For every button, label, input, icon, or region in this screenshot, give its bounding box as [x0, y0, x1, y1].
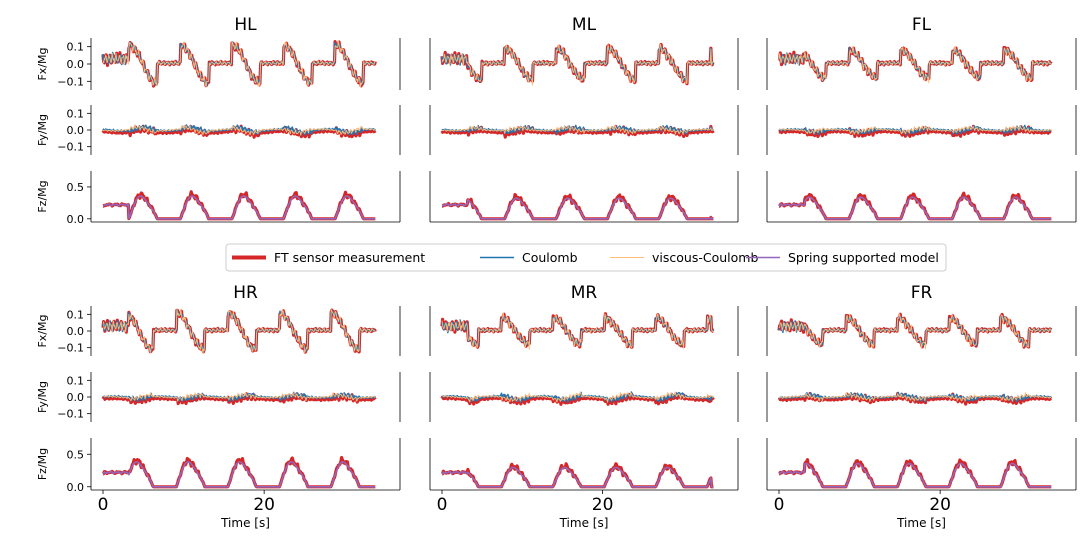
- panel-hl-fy-ytick-label: 0.1: [67, 107, 85, 120]
- panel-hr-fy-ytick-label: 0.1: [67, 374, 85, 387]
- panel-hr-fz-ytick-label: 0.0: [67, 481, 85, 494]
- panel-hl-fz-series-spring-supported-model: [102, 195, 376, 220]
- panel-hl-fx-ytick-label: −0.1: [57, 75, 84, 88]
- panel-mr-fz-series-spring-supported-model: [441, 466, 714, 488]
- panel-hr-fy-ytick-label: −0.1: [57, 408, 84, 421]
- panel-fr-fz-xlabel: Time [s]: [896, 516, 946, 530]
- panel-hl-fy-series-viscous-coulomb: [102, 124, 376, 136]
- panel-hr-fz-xtick-label: 20: [253, 495, 275, 515]
- panel-hl-fy-ytick-label: 0.0: [67, 124, 85, 137]
- legend-label-1: FT sensor measurement: [274, 250, 425, 265]
- legend-label-4: Spring supported model: [788, 250, 939, 265]
- panel-hr-fz-xtick-label: 0: [98, 495, 109, 515]
- panel-hl-fx-series-viscous-coulomb: [102, 40, 376, 88]
- panel-hl-fx-ytick-label: 0.0: [67, 58, 85, 71]
- panel-ml-fz-series-spring-supported-model: [441, 197, 714, 220]
- panel-mr-fz-series-ft-sensor-measurement: [441, 462, 715, 489]
- panel-mr-fz-xtick-label: 20: [592, 495, 614, 515]
- panel-hr-fx-ytick-label: 0.1: [67, 308, 85, 321]
- panel-hr-fx-series-viscous-coulomb: [102, 308, 376, 354]
- panel-title-fl: FL: [912, 15, 932, 35]
- panel-fl-fz-series-ft-sensor-measurement: [778, 191, 1053, 221]
- panel-hl-fz-ytick-label: 0.5: [67, 181, 85, 194]
- panel-hr-fz-ytick-label: 0.5: [67, 448, 85, 461]
- panel-fr-fy-series-viscous-coulomb: [778, 392, 1052, 403]
- panel-fr-fz-xtick-label: 20: [929, 495, 951, 515]
- panel-mr-fz-xlabel: Time [s]: [559, 516, 609, 530]
- legend-label-3: viscous-Coulomb: [652, 250, 758, 265]
- panel-fr-fx-series-viscous-coulomb: [778, 313, 1052, 350]
- panel-fr-fz-series-spring-supported-model: [778, 462, 1052, 488]
- panel-hl-fx-ytick-label: 0.1: [67, 41, 85, 54]
- panel-fr-fz-xtick-label: 0: [774, 495, 785, 515]
- panel-fl-fy-series-viscous-coulomb: [778, 125, 1052, 135]
- panel-hr-fz-series-spring-supported-model: [102, 461, 376, 488]
- panel-hr-fx-ytick-label: 0.0: [67, 325, 85, 338]
- panel-hr-fy-series-viscous-coulomb: [103, 391, 376, 402]
- panel-hr-fz-xlabel: Time [s]: [220, 516, 270, 530]
- panel-ml-fx-series-viscous-coulomb: [441, 43, 714, 86]
- panel-title-hr: HR: [233, 283, 258, 303]
- panel-mr-fy-series-viscous-coulomb: [441, 391, 714, 403]
- panel-mr-fx-series-viscous-coulomb: [441, 312, 714, 350]
- panel-ml-fy-series-viscous-coulomb: [441, 124, 714, 136]
- panel-hl-fz-ylabel: Fz/Mg: [36, 180, 49, 212]
- panel-hl-fz-series-ft-sensor-measurement: [102, 190, 377, 221]
- panel-hl-fy-ytick-label: −0.1: [57, 141, 84, 154]
- panel-hr-fy-ytick-label: 0.0: [67, 391, 85, 404]
- legend-box: [225, 243, 947, 272]
- panel-hr-fy-ylabel: Fy/Mg: [36, 381, 49, 413]
- panel-hr-fx-ytick-label: −0.1: [57, 342, 84, 355]
- panel-title-ml: ML: [572, 15, 597, 35]
- panel-title-fr: FR: [911, 283, 933, 303]
- panel-hl-fy-ylabel: Fy/Mg: [36, 114, 49, 146]
- panel-title-mr: MR: [571, 283, 598, 303]
- panel-fl-fx-series-viscous-coulomb: [778, 45, 1052, 84]
- panel-mr-fx-series-coulomb: [441, 314, 715, 348]
- panel-hl-fz-ytick-label: 0.0: [67, 213, 85, 226]
- panel-fl-fz-series-spring-supported-model: [778, 196, 1052, 220]
- panel-hr-fx-ylabel: Fx/Mg: [36, 314, 49, 347]
- panel-title-hl: HL: [234, 15, 257, 35]
- panel-hr-fz-ylabel: Fz/Mg: [36, 448, 49, 480]
- panel-hl-fx-ylabel: Fx/Mg: [36, 47, 49, 80]
- legend-label-2: Coulomb: [522, 250, 578, 265]
- panel-mr-fz-xtick-label: 0: [437, 495, 448, 515]
